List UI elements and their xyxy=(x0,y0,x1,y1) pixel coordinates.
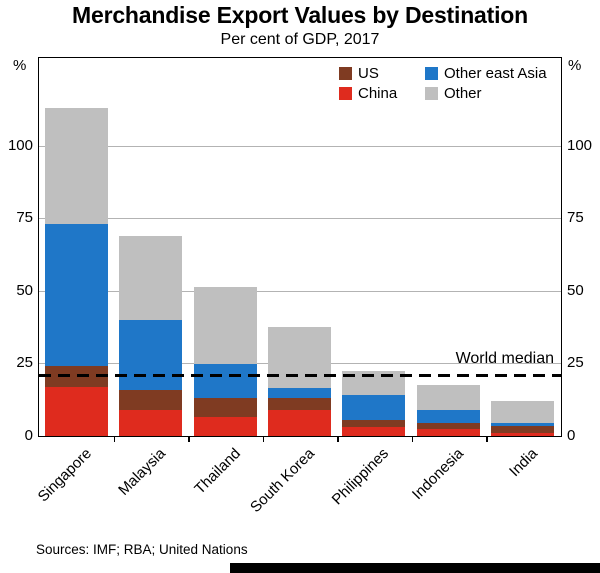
bar-segment-india-other xyxy=(491,401,555,423)
bar-segment-thailand-other xyxy=(193,286,257,364)
bar-segment-south-korea-other-east-asia xyxy=(268,388,331,399)
ytick-left-75: 75 xyxy=(16,209,33,226)
legend-label-china: China xyxy=(358,85,398,102)
ytick-right-50: 50 xyxy=(567,281,584,299)
legend-item-china: China xyxy=(339,85,425,102)
bar-segment-singapore-other xyxy=(44,108,108,225)
chart-subtitle: Per cent of GDP, 2017 xyxy=(220,31,380,48)
bar-segment-south-korea-china xyxy=(268,409,331,436)
sources-note: Sources: IMF; RBA; United Nations xyxy=(36,542,248,557)
bar-segment-india-other-east-asia xyxy=(491,422,555,426)
legend-label-us: US xyxy=(358,65,379,82)
bar-segment-thailand-other-east-asia xyxy=(193,363,257,399)
x-axis-tick xyxy=(411,437,414,442)
bar-segment-malaysia-other-east-asia xyxy=(119,320,183,390)
legend-swatch-china xyxy=(339,87,352,100)
legend-label-other: Other xyxy=(444,85,482,102)
legend-swatch-us xyxy=(339,67,352,80)
y-axis-unit-right: % xyxy=(568,57,582,74)
world-median-line xyxy=(39,373,561,377)
x-axis-tick xyxy=(262,437,265,442)
legend-label-other-east-asia: Other east Asia xyxy=(444,65,547,82)
legend-item-other: Other xyxy=(425,85,547,102)
ytick-right-25: 25 xyxy=(567,354,584,371)
legend-swatch-other-east-asia xyxy=(425,67,438,80)
bar-segment-singapore-other-east-asia xyxy=(44,224,108,367)
bar-segment-malaysia-china xyxy=(119,409,183,436)
bar-segment-india-us xyxy=(491,425,555,434)
gridline-100 xyxy=(39,145,561,147)
ytick-right-100: 100 xyxy=(567,136,593,154)
bottom-black-bar xyxy=(230,563,600,573)
x-axis-tick xyxy=(337,437,339,442)
chart-legend: US Other east Asia China Other xyxy=(339,65,547,102)
y-axis-unit-left: % xyxy=(13,57,27,74)
bar-segment-indonesia-other xyxy=(416,385,480,410)
x-axis-tick xyxy=(188,437,190,442)
gridline-50 xyxy=(39,290,561,292)
bar-segment-philippines-other-east-asia xyxy=(342,395,406,421)
legend-item-us: US xyxy=(339,65,425,82)
chart-title: Merchandise Export Values by Destination xyxy=(72,2,528,28)
bar-segment-indonesia-other-east-asia xyxy=(416,409,480,423)
bar-segment-philippines-china xyxy=(342,427,406,436)
bar-segment-philippines-us xyxy=(342,420,406,428)
bar-segment-malaysia-other xyxy=(119,235,183,320)
ytick-right-0: 0 xyxy=(567,426,576,444)
world-median-label: World median xyxy=(455,350,554,368)
gridline-75 xyxy=(39,218,561,219)
legend-item-other-east-asia: Other east Asia xyxy=(425,65,547,82)
ytick-left-25: 25 xyxy=(16,354,33,371)
legend-swatch-other xyxy=(425,87,438,100)
ytick-left-50: 50 xyxy=(16,281,33,299)
bar-segment-thailand-china xyxy=(193,417,257,436)
bar-segment-malaysia-us xyxy=(119,389,183,410)
plot-area: US Other east Asia China Other World median xyxy=(38,57,562,437)
bar-segment-singapore-china xyxy=(44,386,108,436)
x-axis-tick xyxy=(486,437,488,442)
x-axis-tick xyxy=(113,437,116,442)
ytick-left-100: 100 xyxy=(7,136,33,154)
bar-segment-south-korea-other xyxy=(268,327,331,389)
ytick-right-75: 75 xyxy=(567,209,584,226)
bar-segment-indonesia-us xyxy=(416,422,480,429)
bar-segment-thailand-us xyxy=(193,398,257,418)
bar-segment-india-china xyxy=(491,433,555,436)
ytick-left-0: 0 xyxy=(24,426,33,444)
bar-segment-south-korea-us xyxy=(268,398,331,410)
bar-segment-indonesia-china xyxy=(416,428,480,436)
